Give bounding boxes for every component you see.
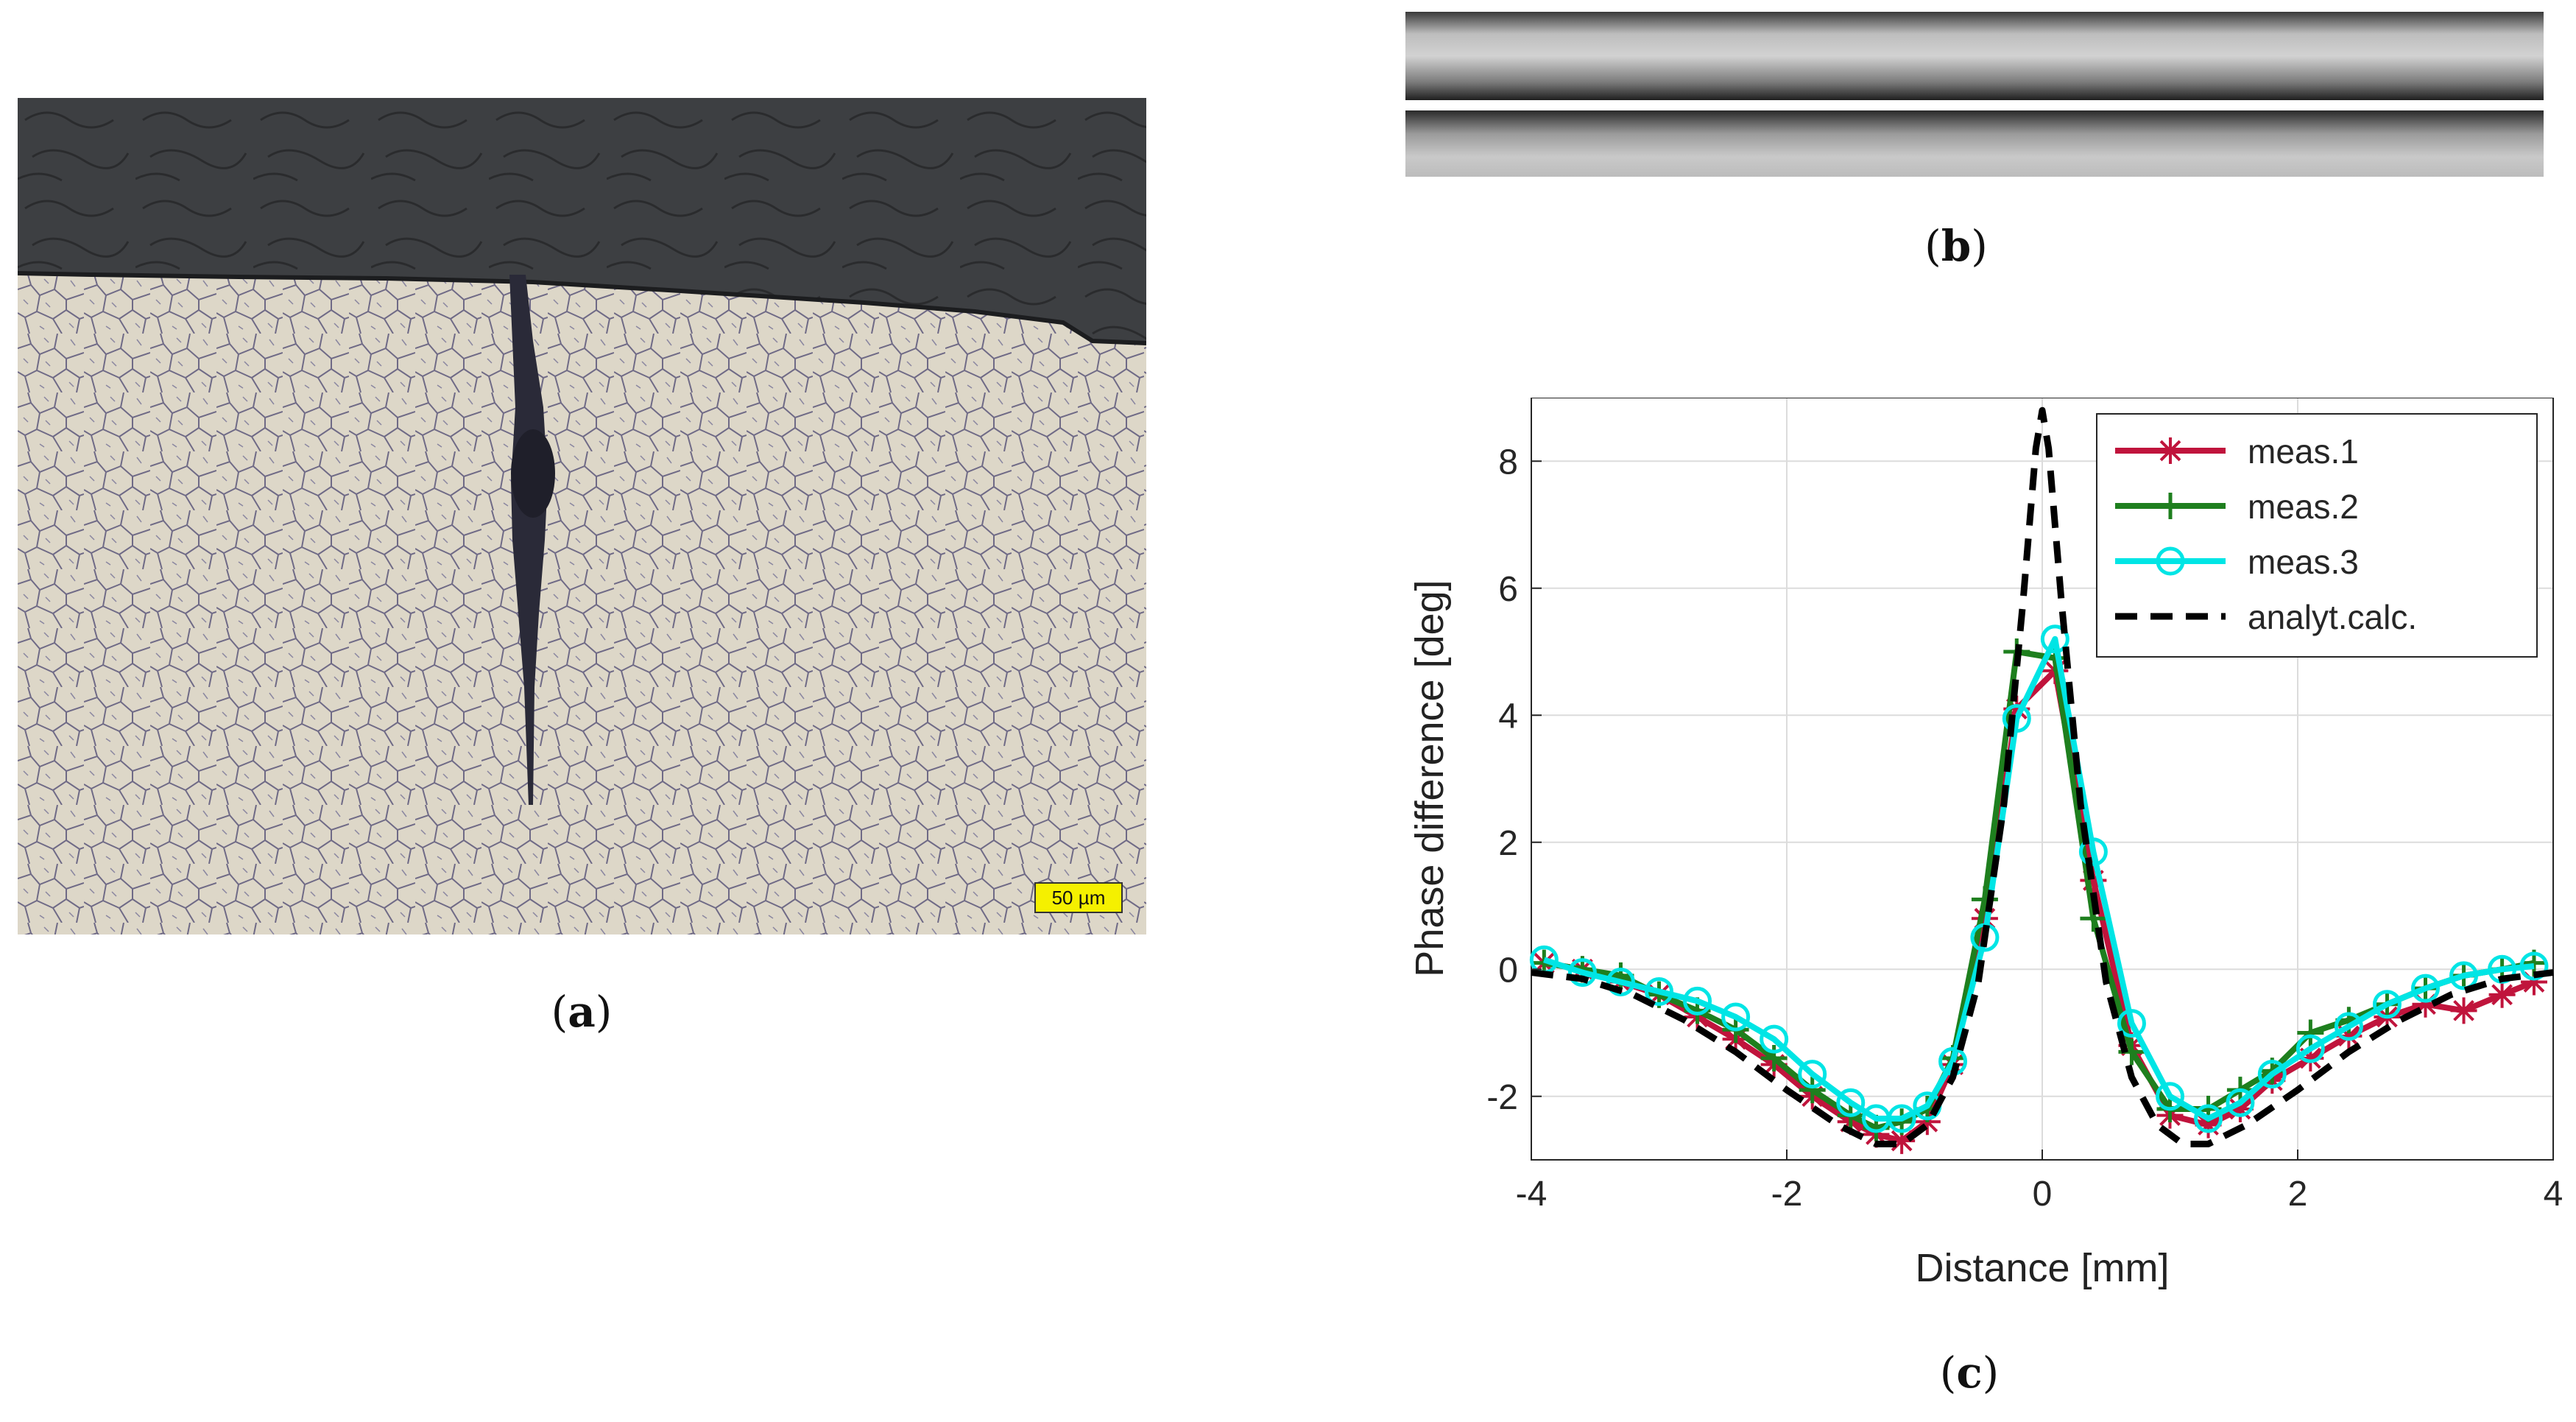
series-line bbox=[1543, 667, 2536, 1144]
data-point bbox=[2297, 1019, 2324, 1046]
data-point bbox=[2002, 704, 2031, 733]
series-line bbox=[1543, 649, 2535, 1131]
series-analyt-calc bbox=[1531, 406, 2554, 1147]
data-point bbox=[2411, 974, 2440, 1003]
data-point bbox=[2040, 624, 2069, 654]
data-point bbox=[2520, 968, 2547, 996]
tube-image bbox=[1405, 12, 2544, 177]
x-tick-label: 2 bbox=[2288, 1175, 2308, 1214]
phase-difference-chart: -4 -2 0 2 4 -2 0 2 4 6 8 Distance [mm] Phase diffe… bbox=[1408, 398, 2563, 1290]
data-point bbox=[2157, 437, 2184, 464]
data-point bbox=[2117, 1009, 2146, 1038]
data-point bbox=[2156, 1082, 2184, 1111]
x-tick-label: -2 bbox=[1771, 1175, 1803, 1214]
legend-item: analyt.calc. bbox=[2115, 598, 2417, 636]
legend-item: meas.2 bbox=[2115, 488, 2359, 526]
legend-label: meas.3 bbox=[2248, 543, 2359, 581]
scale-bar-box bbox=[1034, 882, 1123, 913]
y-tick-label: 4 bbox=[1498, 697, 1518, 736]
data-point bbox=[2519, 951, 2549, 981]
data-point bbox=[2412, 990, 2439, 1018]
data-point bbox=[1836, 1088, 1866, 1117]
scale-bar-label: 50 µm bbox=[1052, 887, 1106, 909]
series-meas-3 bbox=[1529, 624, 2549, 1133]
crack bbox=[509, 275, 548, 805]
legend-label: meas.2 bbox=[2248, 488, 2359, 526]
data-point bbox=[1721, 1002, 1751, 1032]
data-point bbox=[2257, 1060, 2287, 1089]
y-tick-label: 2 bbox=[1498, 824, 1518, 863]
data-point bbox=[2450, 997, 2477, 1024]
panel-c-label: (c) bbox=[1939, 1348, 2000, 1398]
y-tick-label: 8 bbox=[1498, 443, 1518, 482]
legend-item: meas.3 bbox=[2115, 543, 2359, 581]
legend: meas.1 meas.2 meas.3 analyt.calc. bbox=[2096, 413, 2538, 658]
micrograph-image: 50 µm bbox=[18, 98, 1146, 934]
legend-item: meas.1 bbox=[2115, 432, 2359, 471]
legend-label: analyt.calc. bbox=[2248, 598, 2417, 636]
data-point bbox=[2080, 867, 2107, 894]
data-point bbox=[2297, 1045, 2324, 1071]
data-point bbox=[2157, 493, 2184, 519]
data-point bbox=[1799, 1077, 1826, 1104]
data-point bbox=[1606, 968, 1635, 996]
legend-label: meas.1 bbox=[2248, 432, 2359, 471]
data-point bbox=[2003, 695, 2030, 722]
data-point bbox=[1888, 1127, 1916, 1155]
x-axis-label: Distance [mm] bbox=[1915, 1246, 2169, 1290]
data-point bbox=[1760, 1024, 1789, 1054]
data-point bbox=[2226, 1088, 2255, 1117]
data-point bbox=[1760, 1045, 1788, 1071]
data-point bbox=[1683, 986, 1712, 1016]
y-tick-label: -2 bbox=[1486, 1078, 1518, 1117]
x-tick-label: -4 bbox=[1516, 1175, 1548, 1214]
panel-b-label: (b) bbox=[1924, 221, 1988, 271]
panel-a-label: (a) bbox=[551, 987, 613, 1037]
data-point bbox=[1645, 976, 1673, 1006]
series-line bbox=[1531, 406, 2554, 1147]
x-tick-label: 4 bbox=[2544, 1175, 2563, 1214]
data-point bbox=[2449, 961, 2479, 990]
data-point bbox=[1567, 958, 1597, 988]
y-axis-label: Phase difference [deg] bbox=[1408, 580, 1452, 976]
data-point bbox=[2335, 1022, 2362, 1049]
data-point bbox=[2156, 546, 2185, 576]
y-tick-label: 0 bbox=[1498, 951, 1518, 990]
data-point bbox=[2078, 837, 2108, 867]
y-tick-label: 6 bbox=[1498, 570, 1518, 609]
data-point bbox=[2488, 981, 2516, 1008]
data-point bbox=[2195, 1111, 2222, 1138]
series-meas-2 bbox=[1531, 638, 2547, 1141]
data-point bbox=[2334, 1012, 2363, 1041]
series-meas-1 bbox=[1531, 657, 2547, 1155]
data-point bbox=[2296, 1034, 2325, 1063]
data-point bbox=[2372, 990, 2402, 1019]
data-point bbox=[2194, 1104, 2223, 1133]
series-line bbox=[1543, 636, 2535, 1122]
data-point bbox=[2226, 1096, 2254, 1122]
data-point bbox=[1887, 1104, 1916, 1133]
data-point bbox=[1971, 886, 1998, 913]
x-tick-label: 0 bbox=[2033, 1175, 2053, 1214]
data-point bbox=[1798, 1060, 1827, 1089]
